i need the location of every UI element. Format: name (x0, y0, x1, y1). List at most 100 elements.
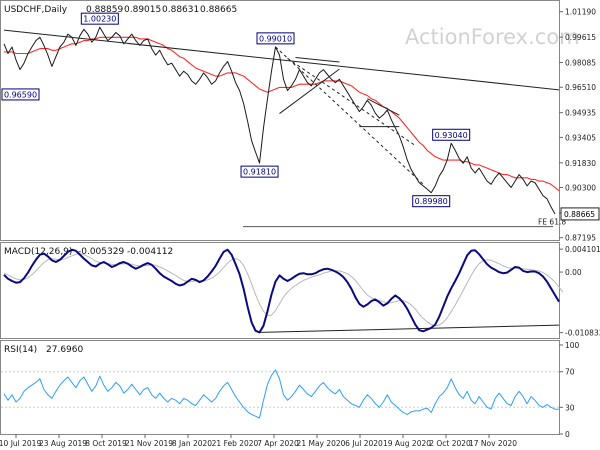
moving-average-point (407, 127, 408, 128)
macd-point (159, 273, 160, 274)
macd-point (363, 306, 364, 307)
macd-point (67, 251, 68, 252)
rsi-point (163, 398, 164, 399)
signal-point (411, 304, 412, 305)
moving-average-point (211, 74, 212, 75)
rsi-point (435, 403, 436, 404)
rsi-point (455, 387, 456, 388)
moving-average-point (99, 37, 100, 38)
signal-point (275, 310, 276, 311)
moving-average-point (159, 43, 160, 44)
x-tick-label: 21 Nov 2019 (125, 439, 173, 448)
rsi-point (499, 393, 500, 394)
price-point (435, 185, 436, 186)
rsi-point (431, 412, 432, 413)
macd-point (235, 264, 236, 265)
rsi-point (307, 393, 308, 394)
rsi-point (371, 398, 372, 399)
macd-point (495, 269, 496, 270)
x-tick-label: 2 Oct 2020 (429, 439, 471, 448)
price-point (323, 69, 324, 70)
price-point (487, 181, 488, 182)
signal-point (35, 270, 36, 271)
rsi-point (127, 389, 128, 390)
signal-point (287, 292, 288, 293)
macd-point (99, 263, 100, 264)
macd-point (55, 261, 56, 262)
rsi-point (79, 380, 80, 381)
moving-average-point (431, 153, 432, 154)
price-point (395, 127, 396, 128)
price-point (283, 79, 284, 80)
macd-point (499, 272, 500, 273)
price-point (447, 160, 448, 161)
macd-point (127, 263, 128, 264)
moving-average-point (55, 50, 56, 51)
price-point (319, 72, 320, 73)
price-plot-area (3, 26, 560, 215)
signal-point (43, 262, 44, 263)
price-point (475, 172, 476, 173)
rsi-point (207, 398, 208, 399)
moving-average-point (279, 87, 280, 88)
macd-point (215, 265, 216, 266)
moving-average-point (23, 53, 24, 54)
macd-point (11, 280, 12, 281)
signal-point (355, 280, 356, 281)
pivot-label-box (80, 12, 119, 25)
x-tick-label: 17 Nov 2020 (469, 439, 517, 448)
price-point (479, 168, 480, 169)
moving-average-point (79, 42, 80, 43)
rsi-point (275, 369, 276, 370)
signal-point (550, 278, 551, 279)
series-line-rsi (3, 369, 560, 419)
pivot-label: 0.99010 (259, 34, 292, 43)
signal-point (147, 265, 148, 266)
signal-point (530, 269, 531, 270)
rsi-point (355, 405, 356, 406)
moving-average-point (558, 190, 559, 191)
moving-average-point (203, 71, 204, 72)
moving-average-point (39, 48, 40, 49)
price-point (67, 34, 68, 35)
macd-panel: MACD(12,26,9) -0.005329 -0.004112 0.0041… (0, 242, 600, 339)
macd-point (155, 268, 156, 269)
rsi-point (319, 385, 320, 386)
signal-point (415, 308, 416, 309)
signal-point (311, 277, 312, 278)
signal-point (523, 268, 524, 269)
macd-point (423, 331, 424, 332)
price-point (175, 69, 176, 70)
moving-average-point (103, 37, 104, 38)
rsi-point (379, 407, 380, 408)
moving-average-point (179, 56, 180, 57)
pivot-label-box (256, 32, 295, 45)
macd-point (115, 265, 116, 266)
price-point (207, 77, 208, 78)
macd-point (503, 273, 504, 274)
price-point (203, 72, 204, 73)
price-point (11, 46, 12, 47)
signal-point (538, 270, 539, 271)
moving-average-point (319, 82, 320, 83)
rsi-point (63, 380, 64, 381)
signal-point (427, 321, 428, 322)
rsi-point (175, 400, 176, 401)
moving-average-point (115, 37, 116, 38)
y-tick-label: 0.91830 (565, 159, 596, 168)
price-panel-ohlc-high: 0.89015 (124, 5, 161, 15)
macd-point (187, 281, 188, 282)
y-tick-label: 1.01190 (565, 8, 596, 17)
rsi-point (47, 394, 48, 395)
macd-point (239, 274, 240, 275)
signal-point (443, 322, 444, 323)
rsi-point (67, 376, 68, 377)
signal-point (75, 254, 76, 255)
price-point (542, 195, 543, 196)
signal-point (395, 301, 396, 302)
rsi-point (407, 414, 408, 415)
macd-point (171, 280, 172, 281)
price-point (271, 71, 272, 72)
rsi-point (423, 409, 424, 410)
rsi-point (103, 385, 104, 386)
